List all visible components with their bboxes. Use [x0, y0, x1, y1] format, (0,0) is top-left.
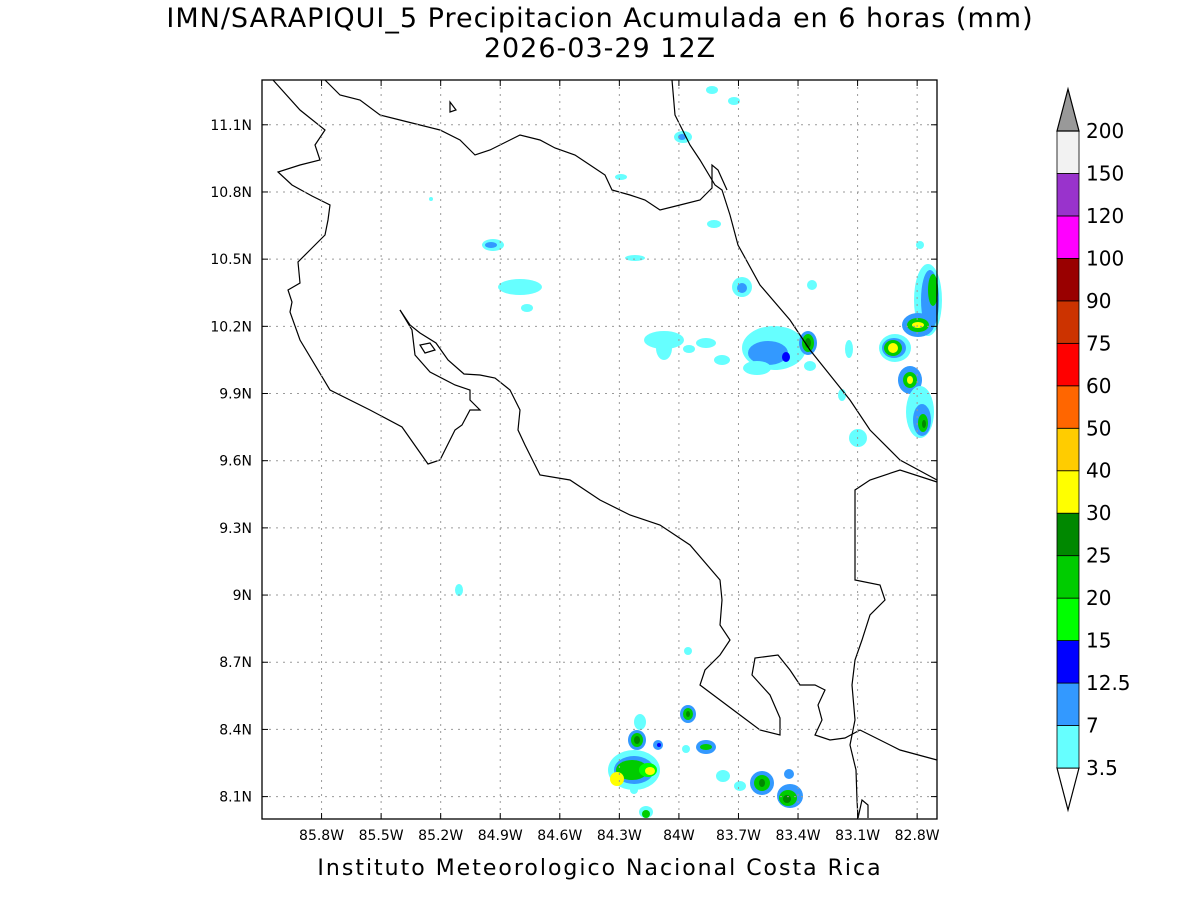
lat-tick-label: 9N [233, 588, 252, 604]
lon-tick-label: 85.8W [299, 828, 344, 844]
lat-tick-label: 10.8N [210, 185, 252, 201]
colorbar-segment [1056, 427, 1080, 472]
lon-tick-label: 83.7W [716, 828, 761, 844]
colorbar-label: 3.5 [1086, 756, 1118, 780]
colorbar-label: 25 [1086, 544, 1111, 568]
lon-tick-label: 83.1W [835, 828, 880, 844]
lon-tick-label: 82.8W [895, 828, 940, 844]
colorbar-segment [1056, 725, 1080, 769]
colorbar-segment [1056, 385, 1080, 429]
colorbar-under-arrow [1056, 767, 1080, 813]
lon-tick-label: 84.9W [478, 828, 523, 844]
colorbar: 3.5 7 12.5 15 20 25 30 40 50 60 75 90 100 120 150 200 [1056, 86, 1131, 813]
colorbar-label: 75 [1086, 331, 1111, 355]
longitude-axis: 85.8W 85.5W 85.2W 84.9W 84.6W 84.3W 84W 83.7W 83… [299, 80, 940, 844]
colorbar-segment [1056, 470, 1080, 514]
lon-tick-label: 85.2W [418, 828, 463, 844]
lon-tick-label: 84.6W [537, 828, 582, 844]
colorbar-segment [1056, 597, 1080, 642]
colorbar-over-arrow [1056, 86, 1080, 132]
colorbar-label: 90 [1086, 289, 1111, 313]
lat-tick-label: 9.6N [219, 454, 252, 470]
colorbar-label: 200 [1086, 119, 1124, 143]
colorbar-label: 12.5 [1086, 671, 1131, 695]
precipitation-field [429, 86, 942, 818]
colorbar-segment [1056, 215, 1080, 259]
lon-tick-label: 84W [663, 828, 695, 844]
colorbar-label: 20 [1086, 586, 1111, 610]
colorbar-label: 7 [1086, 714, 1099, 738]
lat-tick-label: 8.4N [219, 722, 252, 738]
lon-tick-label: 84.3W [597, 828, 642, 844]
colorbar-segment [1056, 512, 1080, 557]
colorbar-label: 50 [1086, 416, 1111, 440]
map-frame [261, 79, 938, 820]
colorbar-label: 150 [1086, 161, 1124, 185]
colorbar-label: 60 [1086, 374, 1111, 398]
colorbar-segment [1056, 682, 1080, 726]
colorbar-segment [1056, 342, 1080, 387]
lat-tick-label: 8.1N [219, 790, 252, 806]
coastline [272, 79, 938, 819]
colorbar-label: 15 [1086, 629, 1111, 653]
colorbar-label: 120 [1086, 204, 1124, 228]
lat-tick-label: 10.5N [210, 252, 252, 268]
colorbar-label: 40 [1086, 459, 1111, 483]
colorbar-label: 100 [1086, 246, 1124, 270]
lat-tick-label: 8.7N [219, 655, 252, 671]
colorbar-segment [1056, 130, 1080, 174]
colorbar-segment [1056, 640, 1080, 684]
colorbar-segment [1056, 173, 1080, 217]
latitude-axis: 11.1N 10.8N 10.5N 10.2N 9.9N 9.6N 9.3N 9N 8.7N 8.… [210, 118, 937, 806]
lat-tick-label: 10.2N [210, 319, 252, 335]
map-grid [262, 80, 937, 819]
colorbar-label: 30 [1086, 501, 1111, 525]
lat-tick-label: 9.3N [219, 521, 252, 537]
lat-tick-label: 9.9N [219, 387, 252, 403]
map-title: IMN/SARAPIQUI_5 Precipitacion Acumulada … [166, 3, 1034, 34]
colorbar-segment [1056, 300, 1080, 344]
colorbar-segment [1056, 555, 1080, 599]
lat-tick-label: 11.1N [210, 118, 252, 134]
lon-tick-label: 85.5W [359, 828, 404, 844]
footer-credit: Instituto Meteorologico Nacional Costa R… [317, 856, 883, 881]
colorbar-segment [1056, 257, 1080, 302]
map-date: 2026-03-29 12Z [483, 33, 717, 64]
lon-tick-label: 83.4W [776, 828, 821, 844]
